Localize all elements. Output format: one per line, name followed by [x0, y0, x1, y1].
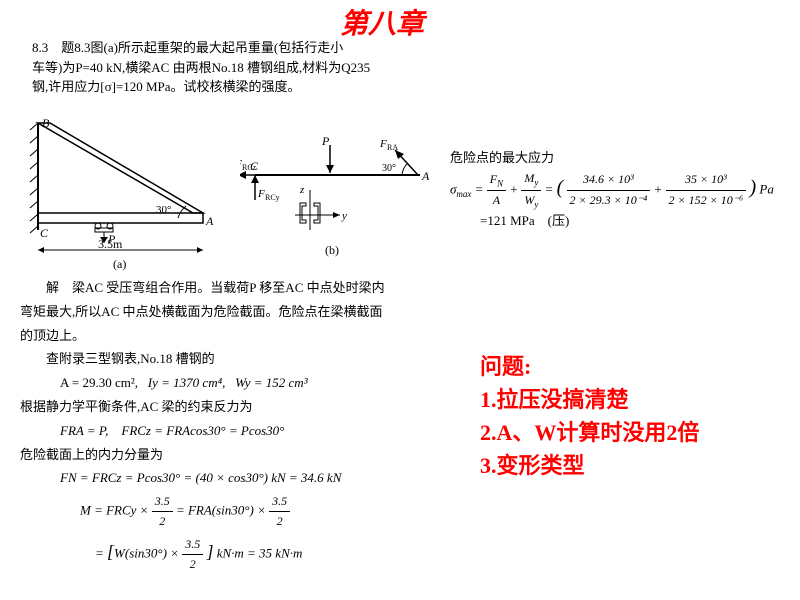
problem-line1: 8.3 题8.3图(a)所示起重架的最大起吊重量(包括行走小: [32, 38, 432, 58]
figure-a-svg: 30° B C A P 3.5m: [28, 115, 223, 260]
svg-text:30°: 30°: [382, 163, 396, 174]
sol-line9: FN = FRCz = Pcos30° = (40 × cos30°) kN =…: [60, 468, 440, 489]
problem-line2: 车等)为P=40 kN,横梁AC 由两根No.18 槽钢组成,材料为Q235: [32, 58, 432, 78]
svg-text:F: F: [379, 138, 387, 150]
issue-1: 1.拉压没搞清楚: [480, 383, 699, 416]
unit-pa: Pa: [759, 181, 773, 196]
sol-line4: 查附录三型钢表,No.18 槽钢的: [20, 349, 440, 370]
svg-text:RA: RA: [387, 143, 398, 152]
sol-line11: = [W(sin30°) × 3.52 ] kN·m = 35 kN·m: [95, 535, 440, 574]
figure-a: 30° B C A P 3.5m (a): [28, 115, 223, 260]
chapter-title: 第八章: [340, 2, 424, 42]
figure-b-svg: C A P F RA 30° F RCz F RCy: [240, 135, 435, 245]
right-column: 危险点的最大应力 σmax = FN A + My Wy = ( 34.6 × …: [450, 148, 790, 232]
frac-35-3: 3.52: [182, 535, 203, 574]
sol-result: kN·m = 35 kN·m: [217, 545, 303, 560]
svg-text:P: P: [321, 135, 330, 148]
frac-FN-A: FN A: [487, 170, 506, 211]
svg-text:A: A: [205, 214, 214, 228]
frac-My-Wy: My Wy: [521, 169, 541, 212]
problem-statement: 8.3 题8.3图(a)所示起重架的最大起吊重量(包括行走小 车等)为P=40 …: [32, 38, 432, 97]
frac-35-2: 3.52: [269, 492, 290, 531]
sol-line6: 根据静力学平衡条件,AC 梁的约束反力为: [20, 397, 440, 418]
svg-text:C: C: [40, 226, 49, 240]
sol-line5: A = 29.30 cm², Iy = 1370 cm⁴, Wy = 152 c…: [60, 373, 440, 394]
frac-big2: 35 × 10³ 2 × 152 × 10⁻⁶: [666, 170, 747, 209]
sol-A: A = 29.30 cm²,: [60, 375, 138, 390]
figure-b: C A P F RA 30° F RCz F RCy: [240, 135, 435, 255]
sol-W: W(sin30°) ×: [114, 545, 179, 560]
sol-line1: 解 梁AC 受压弯组合作用。当载荷P 移至AC 中点处时梁内: [20, 278, 440, 299]
problem-line3: 钢,许用应力[σ]=120 MPa。试校核横梁的强度。: [32, 77, 432, 97]
fig-a-label: (a): [113, 257, 126, 272]
svg-text:RCz: RCz: [242, 163, 257, 172]
fig-b-label: (b): [325, 243, 339, 258]
issue-3: 3.变形类型: [480, 449, 699, 482]
svg-text:30°: 30°: [156, 204, 171, 216]
sol-eq: =: [95, 545, 104, 560]
svg-text:B: B: [42, 116, 50, 130]
sol-line10: M = FRCy × 3.52 = FRA(sin30°) × 3.52: [80, 492, 440, 531]
svg-text:y: y: [341, 210, 347, 222]
sol-line2: 弯矩最大,所以AC 中点处横截面为危险截面。危险点在梁横截面: [20, 302, 440, 323]
svg-text:A: A: [421, 169, 430, 183]
right-title: 危险点的最大应力: [450, 148, 790, 169]
svg-text:F: F: [257, 188, 265, 200]
sol-M-left: M = FRCy ×: [80, 503, 148, 518]
sol-line3: 的顶边上。: [20, 326, 440, 347]
figure-area: 30° B C A P 3.5m (a) C A: [20, 115, 440, 270]
right-eq: σmax = FN A + My Wy = ( 34.6 × 10³ 2 × 2…: [450, 169, 790, 212]
sol-M-mid: = FRA(sin30°) ×: [176, 503, 266, 518]
svg-text:RCy: RCy: [265, 193, 280, 202]
svg-text:z: z: [299, 184, 305, 196]
sol-line7: FRA = P, FRCz = FRAcos30° = Pcos30°: [60, 421, 440, 442]
right-result: =121 MPa (压): [480, 211, 790, 232]
issues-title: 问题:: [480, 350, 699, 383]
sol-Iy: Iy = 1370 cm⁴,: [148, 375, 226, 390]
frac-big1: 34.6 × 10³ 2 × 29.3 × 10⁻⁴: [567, 170, 651, 209]
frac-35-1: 3.52: [152, 492, 173, 531]
issue-2: 2.A、W计算时没用2倍: [480, 416, 699, 449]
sol-line8: 危险截面上的内力分量为: [20, 445, 440, 466]
issues-list: 问题: 1.拉压没搞清楚 2.A、W计算时没用2倍 3.变形类型: [480, 350, 699, 482]
svg-text:3.5m: 3.5m: [98, 237, 123, 251]
solution: 解 梁AC 受压弯组合作用。当载荷P 移至AC 中点处时梁内 弯矩最大,所以AC…: [20, 278, 440, 577]
sol-Wy: Wy = 152 cm³: [235, 375, 307, 390]
